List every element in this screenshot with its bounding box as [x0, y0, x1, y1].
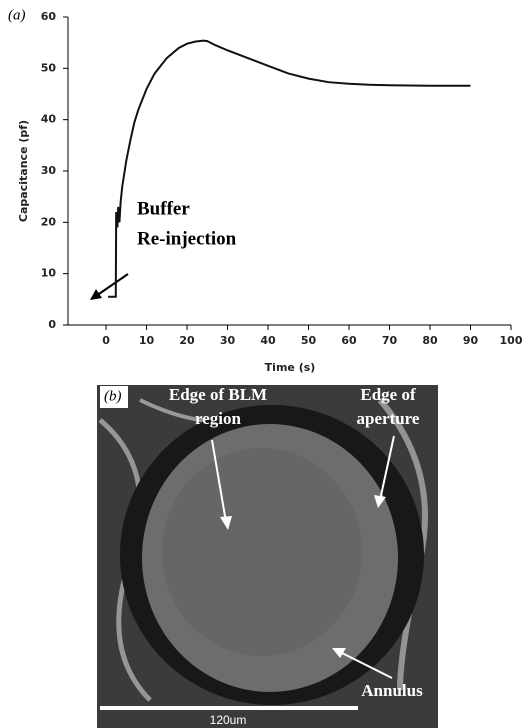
y-axis-label: Capacitance (pf) — [17, 120, 30, 222]
x-tick-label: 60 — [341, 334, 357, 347]
x-tick-label: 20 — [179, 334, 195, 347]
y-tick-label: 50 — [41, 61, 57, 74]
x-tick-label: 90 — [463, 334, 479, 347]
x-tick-label: 70 — [382, 334, 398, 347]
arrow — [95, 273, 129, 297]
annotation: Buffer — [137, 198, 190, 219]
x-axis-label: Time (s) — [265, 361, 316, 374]
x-tick-label: 0 — [102, 334, 110, 347]
arrow-head — [90, 289, 102, 300]
scale-label: 120um — [210, 713, 247, 727]
arrow-head — [332, 648, 346, 658]
x-tick-label: 80 — [422, 334, 438, 347]
x-tick-label: 40 — [260, 334, 276, 347]
annotation: Re-injection — [137, 228, 237, 249]
x-tick-label: 50 — [301, 334, 317, 347]
x-tick-label: 30 — [220, 334, 236, 347]
image-label: Edge of BLM — [169, 385, 267, 404]
arrow — [339, 651, 393, 679]
image-label: Edge of — [360, 385, 416, 404]
x-tick-label: 100 — [500, 334, 523, 347]
data-line — [108, 39, 471, 298]
arrow — [211, 439, 227, 523]
label-bg — [100, 386, 128, 408]
y-tick-label: 20 — [41, 215, 57, 228]
y-tick-label: 30 — [41, 164, 57, 177]
y-tick-label: 10 — [41, 267, 57, 280]
arrow-head — [220, 516, 232, 530]
image-label: region — [195, 409, 242, 428]
panel-label: (a) — [8, 7, 26, 23]
blm-region — [162, 448, 362, 656]
y-tick-label: 60 — [41, 10, 57, 23]
arrow — [379, 435, 395, 501]
image-label: aperture — [357, 409, 420, 428]
x-tick-label: 10 — [139, 334, 155, 347]
micrograph: (b) Edge of BLM region Edge of aperture … — [97, 385, 438, 728]
arrow-head — [374, 495, 386, 508]
y-tick-label: 0 — [48, 318, 56, 331]
panel-label: (b) — [104, 388, 122, 404]
image-label: Annulus — [361, 681, 423, 700]
y-tick-label: 40 — [41, 113, 57, 126]
